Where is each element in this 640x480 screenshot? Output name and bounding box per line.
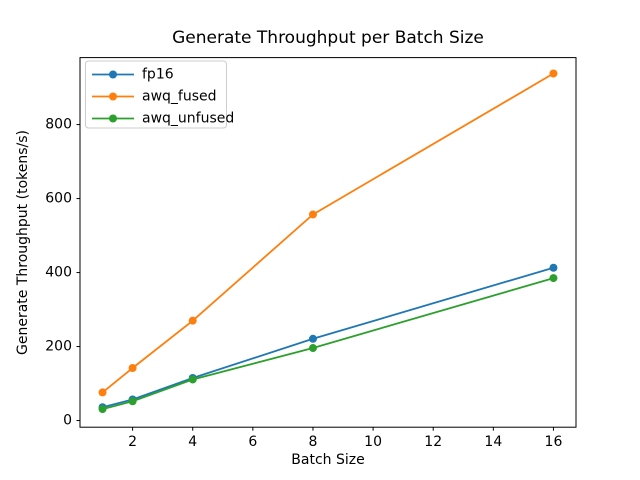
y-axis-label: Generate Throughput (tokens/s) — [15, 130, 31, 355]
series-marker-awq_unfused — [308, 344, 317, 353]
legend-box — [85, 60, 227, 129]
x-axis-label: Batch Size — [291, 452, 364, 468]
series-marker-fp16 — [308, 334, 317, 343]
axes-frame — [79, 57, 577, 428]
series-marker-awq_fused — [308, 210, 317, 219]
plot-area: 2 4 6 8 10 12 14 16 0 200 400 600 800 — [45, 57, 577, 450]
x-tick-label: 4 — [188, 434, 197, 450]
y-tick-label: 200 — [45, 339, 72, 355]
x-tick-label: 8 — [309, 434, 318, 450]
x-tick-label: 16 — [545, 434, 563, 450]
series-marker-awq_unfused — [98, 405, 107, 414]
chart-title: Generate Throughput per Batch Size — [172, 28, 484, 48]
series-marker-awq_fused — [98, 388, 107, 397]
series-marker-awq_fused — [549, 69, 558, 78]
legend-marker-awq_fused — [109, 92, 117, 101]
legend-label-fp16: fp16 — [142, 67, 174, 83]
y-tick-label: 800 — [45, 117, 72, 133]
legend-label-awq_fused: awq_fused — [142, 89, 217, 105]
series-line-awq_unfused — [102, 277, 554, 410]
x-tick-label: 14 — [484, 434, 502, 450]
legend-label-awq_unfused: awq_unfused — [142, 111, 234, 127]
y-tick-label: 0 — [63, 413, 72, 429]
x-tick-label: 6 — [248, 434, 257, 450]
series-marker-awq_unfused — [549, 274, 558, 283]
series-marker-awq_fused — [128, 364, 137, 373]
y-tick-label: 400 — [45, 265, 72, 281]
series-marker-fp16 — [549, 263, 558, 272]
series-marker-awq_unfused — [188, 375, 197, 384]
series-marker-awq_unfused — [128, 397, 137, 406]
x-tick-label: 2 — [128, 434, 137, 450]
legend: fp16 awq_fused awq_unfused — [85, 60, 234, 129]
x-tick-label: 10 — [364, 434, 382, 450]
y-tick-label: 600 — [45, 191, 72, 207]
legend-marker-fp16 — [109, 70, 117, 79]
x-tick-label: 12 — [424, 434, 442, 450]
series-marker-awq_fused — [188, 316, 197, 325]
legend-marker-awq_unfused — [109, 114, 117, 123]
